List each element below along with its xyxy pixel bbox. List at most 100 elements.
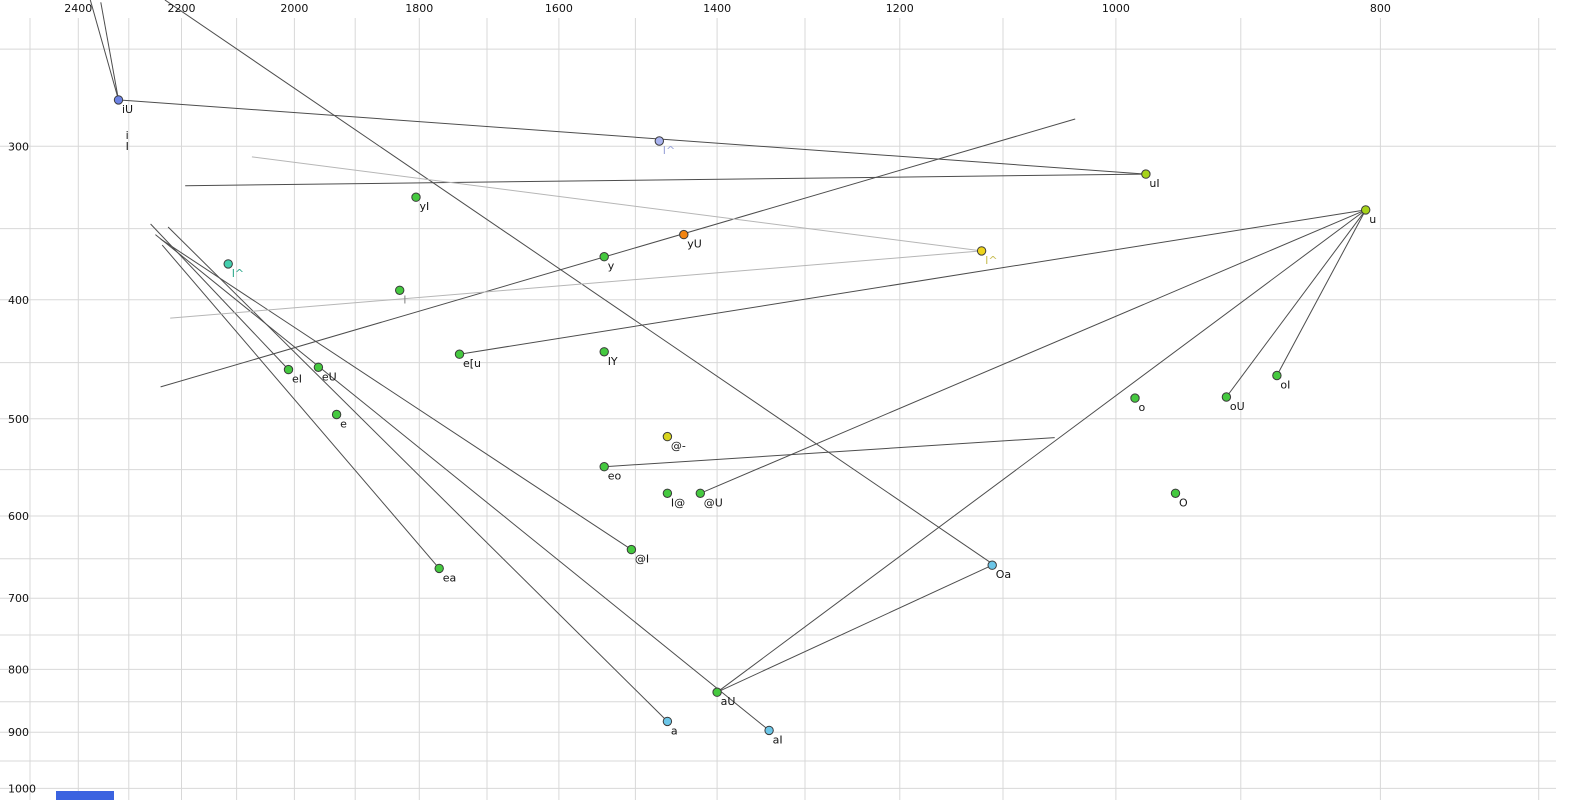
trajectory-line [185, 173, 1146, 187]
point-label: Oa [996, 568, 1011, 581]
point-label: eo [608, 470, 622, 483]
trajectory-line [155, 234, 770, 731]
point-label: ea [443, 571, 457, 584]
x-tick-label: 1600 [545, 2, 573, 15]
trajectory-line [89, 0, 119, 101]
trajectory-line [1276, 209, 1367, 376]
point-label: e[u [463, 357, 481, 370]
x-tick-label: 2400 [64, 2, 92, 15]
trajectory-line [164, 0, 995, 566]
trajectory-line [251, 156, 982, 252]
y-tick-label: 600 [8, 510, 29, 523]
point-label: O [1179, 496, 1188, 509]
y-tick-label: 700 [8, 592, 29, 605]
point-label: yI [420, 200, 430, 213]
trajectory-line [700, 209, 1366, 494]
bottom-left-blue-artifact [56, 791, 114, 800]
y-tick-label: 400 [8, 294, 29, 307]
point-label: @I [635, 553, 649, 566]
y-tick-label: 300 [8, 140, 29, 153]
point-label: uI [1149, 177, 1159, 190]
x-tick-label: 1800 [405, 2, 433, 15]
data-point-I^[interactable] [654, 136, 664, 146]
point-label: IY [608, 355, 618, 368]
trajectory-line [716, 564, 993, 693]
data-point-eI[interactable] [283, 364, 294, 375]
data-point-I[interactable] [395, 285, 405, 295]
data-point-I@[interactable] [662, 488, 673, 498]
data-point-@-[interactable] [662, 431, 673, 442]
point-label: @U [704, 496, 723, 509]
data-point-Oa[interactable] [987, 560, 997, 570]
point-label: a [671, 724, 678, 737]
annotation-label: I [126, 140, 129, 153]
data-point-I^[interactable] [976, 246, 987, 256]
x-tick-label: 2200 [168, 2, 196, 15]
data-point-eo[interactable] [599, 462, 609, 472]
point-label: y [608, 260, 615, 273]
point-label: I [403, 293, 406, 306]
point-label: oU [1230, 400, 1245, 413]
trajectory-line [160, 238, 632, 551]
data-point-o[interactable] [1130, 393, 1140, 403]
data-point-oU[interactable] [1221, 392, 1232, 402]
point-label: eU [322, 370, 337, 383]
point-label: I^ [232, 267, 244, 280]
point-label: yU [687, 238, 702, 251]
point-label: @- [671, 440, 686, 453]
y-tick-label: 500 [8, 413, 29, 426]
data-point-e[interactable] [331, 409, 342, 420]
annotation-label: i [126, 129, 129, 142]
data-point-iU[interactable] [113, 95, 124, 105]
trajectory-line [1225, 209, 1367, 398]
trajectory-line [160, 118, 1076, 388]
point-label: e [340, 418, 347, 431]
data-point-@I[interactable] [626, 544, 637, 555]
data-point-oI[interactable] [1272, 370, 1282, 381]
data-point-uI[interactable] [1141, 169, 1151, 179]
data-point-ea[interactable] [434, 563, 444, 574]
data-point-yI[interactable] [411, 192, 421, 202]
data-point-y[interactable] [599, 252, 609, 262]
trajectory-line [118, 99, 1146, 175]
point-label: aU [721, 695, 736, 708]
y-tick-label: 1000 [8, 782, 36, 795]
point-label: u [1369, 213, 1376, 226]
data-point-eU[interactable] [313, 362, 324, 372]
trajectory-line [150, 223, 289, 370]
x-tick-label: 1400 [703, 2, 731, 15]
point-label: oI [1280, 379, 1290, 392]
x-tick-label: 2000 [280, 2, 308, 15]
trajectory-line [167, 226, 668, 722]
y-tick-label: 900 [8, 726, 29, 739]
trajectory-line [161, 244, 440, 569]
point-label: I^ [985, 254, 997, 267]
data-point-@U[interactable] [695, 488, 705, 498]
trajectory-line [170, 250, 982, 319]
point-label: eI [292, 373, 302, 386]
point-label: I@ [671, 496, 685, 509]
data-point-a[interactable] [662, 716, 673, 727]
y-tick-label: 800 [8, 663, 29, 676]
x-tick-label: 800 [1370, 2, 1391, 15]
data-point-u[interactable] [1361, 205, 1371, 215]
data-point-O[interactable] [1170, 488, 1181, 498]
point-label: I^ [663, 144, 675, 157]
data-point-yU[interactable] [679, 229, 689, 240]
data-point-aI[interactable] [764, 725, 774, 736]
point-label: aI [773, 733, 783, 746]
data-point-e[u[interactable] [454, 349, 465, 359]
data-point-IY[interactable] [599, 347, 609, 357]
trajectory-line [459, 209, 1366, 355]
data-point-aU[interactable] [712, 687, 722, 697]
data-point-I^[interactable] [223, 259, 233, 269]
x-tick-label: 1000 [1102, 2, 1130, 15]
trajectory-line [604, 437, 1055, 468]
trajectory-line [716, 209, 1366, 693]
trajectory-line [100, 2, 119, 100]
x-tick-label: 1200 [886, 2, 914, 15]
point-label: o [1139, 401, 1146, 414]
point-label: iU [122, 103, 133, 116]
